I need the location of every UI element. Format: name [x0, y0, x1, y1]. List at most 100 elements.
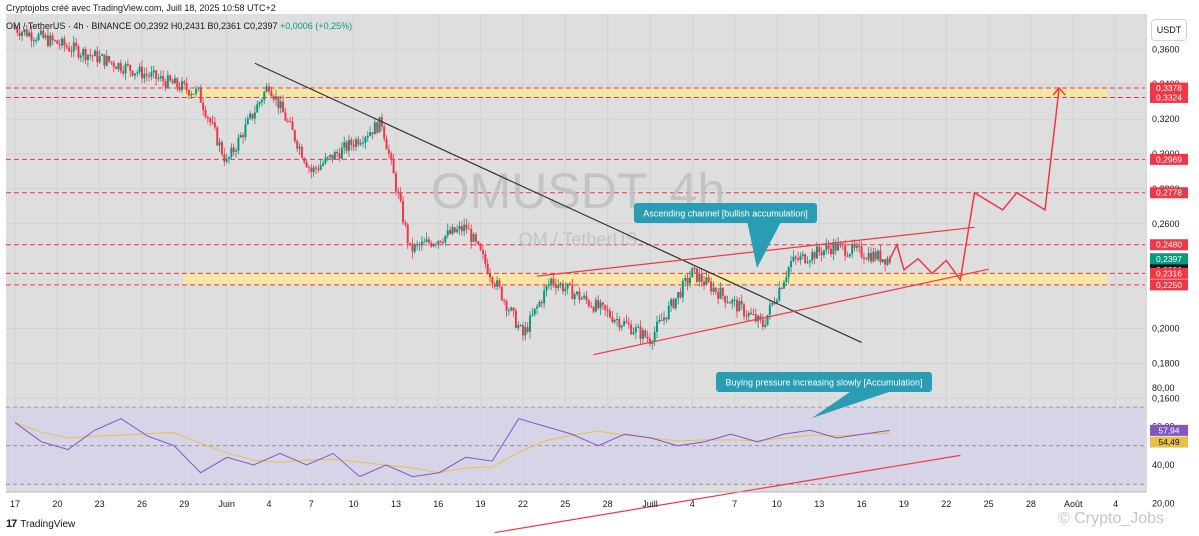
candle-body: [394, 173, 397, 192]
x-tick-label: 7: [732, 499, 737, 509]
downtrend-line: [254, 62, 862, 344]
candle-body: [726, 302, 729, 304]
candle-body: [467, 228, 470, 230]
x-tick-label: 16: [433, 499, 443, 509]
candle-body: [714, 287, 717, 293]
candle-body: [373, 122, 376, 135]
candle-body: [65, 45, 68, 48]
candle-body: [613, 319, 616, 322]
candle-body: [451, 227, 454, 234]
candle-body: [564, 288, 567, 292]
x-tick-label: 25: [984, 499, 994, 509]
candle-body: [347, 139, 350, 151]
price-badge: [1150, 187, 1188, 199]
candle-body: [49, 35, 52, 46]
candle-body: [103, 54, 106, 66]
candle-body: [825, 245, 828, 251]
candle-body: [710, 281, 713, 292]
candle-body: [460, 226, 463, 232]
candle-body: [799, 255, 802, 261]
candle-body: [648, 338, 651, 344]
candle-body: [634, 327, 637, 333]
candle-body: [126, 63, 129, 66]
candle-body: [232, 147, 235, 152]
candle-body: [851, 243, 854, 255]
x-tick-label: 22: [941, 499, 951, 509]
candle-body: [865, 258, 868, 260]
candle-body: [70, 51, 73, 53]
price-badge-label: 0,2969: [1156, 154, 1182, 164]
currency-badge[interactable]: USDT: [1151, 19, 1187, 41]
candle-body: [75, 42, 78, 47]
candle-body: [484, 254, 487, 264]
candle-body: [818, 246, 821, 253]
candle-body: [743, 304, 746, 317]
channel-annotation-box: [634, 203, 817, 223]
x-tick-label: 26: [137, 499, 147, 509]
candle-body: [350, 139, 353, 145]
candle-body: [745, 316, 748, 318]
candle-body: [507, 310, 510, 312]
candle-body: [877, 250, 880, 260]
candle-body: [578, 291, 581, 300]
candle-body: [844, 245, 847, 256]
symbol-line: OM / TetherUS · 4h · BINANCE O0,2392 H0,…: [6, 21, 352, 31]
candle-body: [552, 278, 555, 284]
author-line: Cryptojobs créé avec TradingView.com, Ju…: [6, 3, 276, 13]
tradingview-brand[interactable]: 17 TradingView: [6, 518, 75, 530]
candle-body: [228, 157, 231, 159]
candle-body: [397, 191, 400, 194]
candle-body: [239, 135, 242, 138]
candle-body: [140, 66, 143, 79]
x-tick-label: 28: [603, 499, 613, 509]
candle-body: [324, 157, 327, 164]
candle-body: [627, 322, 630, 325]
candle-body: [150, 72, 153, 77]
candle-body: [780, 288, 783, 290]
candle-body: [604, 304, 607, 310]
candle-body: [378, 117, 381, 133]
candle-body: [620, 325, 623, 328]
candle-body: [486, 263, 489, 274]
candle-body: [298, 146, 301, 149]
candle-body: [663, 317, 666, 321]
candle-body: [547, 284, 550, 287]
candle-body: [46, 35, 49, 46]
candle-body: [343, 142, 346, 148]
candle-body: [839, 243, 842, 245]
candle-body: [623, 321, 626, 326]
candle-body: [526, 327, 529, 332]
rsi-badge-label: 54,49: [1158, 437, 1180, 447]
candle-body: [277, 96, 280, 109]
candle-body: [359, 142, 362, 145]
candle-body: [474, 234, 477, 242]
x-tick-label: 19: [476, 499, 486, 509]
candle-body: [822, 250, 825, 256]
candle-body: [862, 257, 865, 259]
channel-annotation-text: Ascending channel [bullish accumulation]: [643, 209, 808, 219]
candle-body: [870, 252, 873, 262]
candle-body: [444, 235, 447, 243]
candle-body: [827, 245, 830, 249]
candle-body: [691, 267, 694, 278]
candle-body: [571, 284, 574, 300]
candle-body: [423, 241, 426, 243]
candle-body: [684, 278, 687, 281]
symbol-name[interactable]: OM / TetherUS · 4h · BINANCE: [6, 21, 132, 31]
candle-body: [51, 35, 54, 41]
candle-body: [84, 49, 87, 61]
candle-body: [91, 55, 94, 57]
candle-body: [790, 260, 793, 268]
candle-body: [284, 112, 287, 121]
candle-body: [512, 307, 515, 311]
candle-body: [166, 75, 169, 88]
candle-body: [747, 312, 750, 317]
candle-body: [599, 302, 602, 309]
candle-body: [792, 256, 795, 261]
candle-body: [538, 301, 541, 307]
candle-body: [728, 302, 731, 304]
candle-body: [145, 73, 148, 76]
candle-body: [77, 46, 80, 58]
candle-body: [211, 122, 214, 124]
